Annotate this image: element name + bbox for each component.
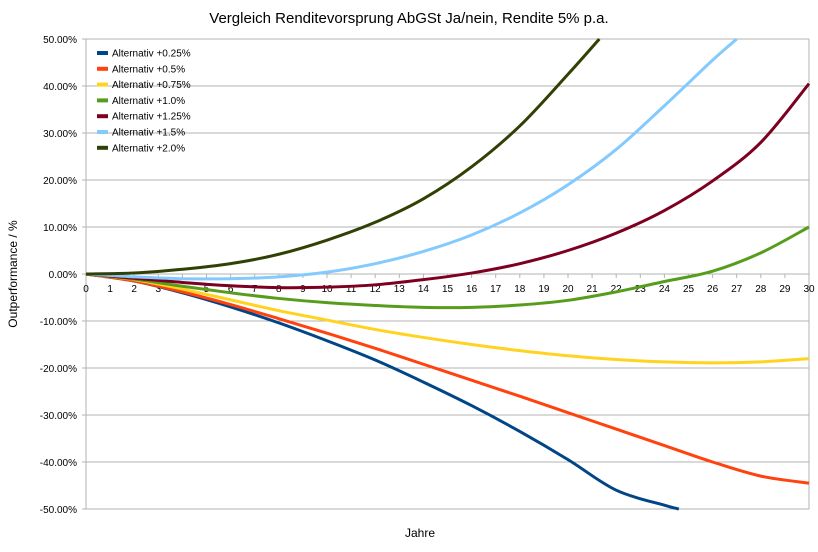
- x-tick-label: 6: [228, 284, 234, 295]
- y-tick-labels: 50.00% 40.00% 30.00% 20.00% 10.00% 0.00% -10.0…: [40, 35, 77, 516]
- x-tick-label: 25: [683, 284, 695, 295]
- x-tick-label: 3: [156, 284, 162, 295]
- legend-entry: Alternativ +1.0%: [112, 96, 185, 107]
- legend-entry: Alternativ +0.5%: [112, 64, 185, 75]
- x-tick-label: 16: [466, 284, 478, 295]
- legend-entry: Alternativ +0.75%: [112, 80, 191, 91]
- series-line-6: [85, 37, 738, 281]
- x-tick-label: 23: [635, 284, 647, 295]
- x-tick-label: 22: [611, 284, 623, 295]
- y-tick-label: 50.00%: [43, 35, 77, 46]
- x-tick-label: 21: [587, 284, 599, 295]
- y-tick-label: 20.00%: [43, 176, 77, 187]
- x-tick-label: 20: [562, 284, 574, 295]
- legend-entry: Alternativ +0.25%: [112, 49, 191, 60]
- y-tick-label: -20.00%: [40, 364, 77, 375]
- y-tick-label: 40.00%: [43, 82, 77, 93]
- x-tick-label: 29: [779, 284, 791, 295]
- x-tick-label: 11: [346, 284, 357, 295]
- series-line-2: [85, 272, 810, 485]
- series-line-7: [85, 38, 601, 276]
- legend: Alternativ +0.25% Alternativ +0.5% Alterna…: [97, 49, 191, 154]
- x-tick-label: 9: [300, 284, 306, 295]
- x-tick-label: 13: [394, 284, 406, 295]
- y-tick-label: 30.00%: [43, 129, 77, 140]
- x-tick-label: 28: [755, 284, 767, 295]
- x-tick-label: 8: [276, 284, 282, 295]
- y-tick-label: -30.00%: [40, 411, 77, 422]
- x-tick-label: 2: [131, 284, 137, 295]
- y-tick-label: -50.00%: [40, 505, 77, 516]
- x-tick-label: 27: [731, 284, 743, 295]
- series-lines: [85, 37, 811, 511]
- x-tick-label: 26: [707, 284, 719, 295]
- x-tick-label: 10: [321, 284, 333, 295]
- series-line-1: [85, 272, 680, 511]
- legend-entry: Alternativ +1.25%: [112, 112, 191, 123]
- x-tick-label: 0: [83, 284, 89, 295]
- x-tick-label: 17: [490, 284, 502, 295]
- series-line-5: [85, 82, 811, 290]
- y-tick-label: 10.00%: [43, 223, 77, 234]
- x-tick-label: 30: [803, 284, 815, 295]
- x-tick-label: 19: [538, 284, 550, 295]
- x-tick-label: 24: [659, 284, 671, 295]
- x-tick-label: 14: [418, 284, 430, 295]
- x-axis-label: Jahre: [405, 526, 435, 540]
- y-axis-label: Outperformance / %: [6, 220, 20, 328]
- y-tick-label: 0.00%: [49, 270, 77, 281]
- legend-entry: Alternativ +2.0%: [112, 143, 185, 154]
- x-tick-label: 7: [252, 284, 258, 295]
- y-tick-label: -40.00%: [40, 458, 77, 469]
- chart-title: Vergleich Renditevorsprung AbGSt Ja/nein…: [209, 10, 608, 27]
- x-tick-label: 15: [442, 284, 454, 295]
- series-line-4: [85, 225, 810, 310]
- x-tick-label: 18: [514, 284, 526, 295]
- legend-entry: Alternativ +1.5%: [112, 128, 185, 139]
- x-tick-label: 12: [370, 284, 382, 295]
- x-tick-label: 1: [107, 284, 113, 295]
- series-line-3: [85, 272, 810, 365]
- y-tick-label: -10.00%: [40, 317, 77, 328]
